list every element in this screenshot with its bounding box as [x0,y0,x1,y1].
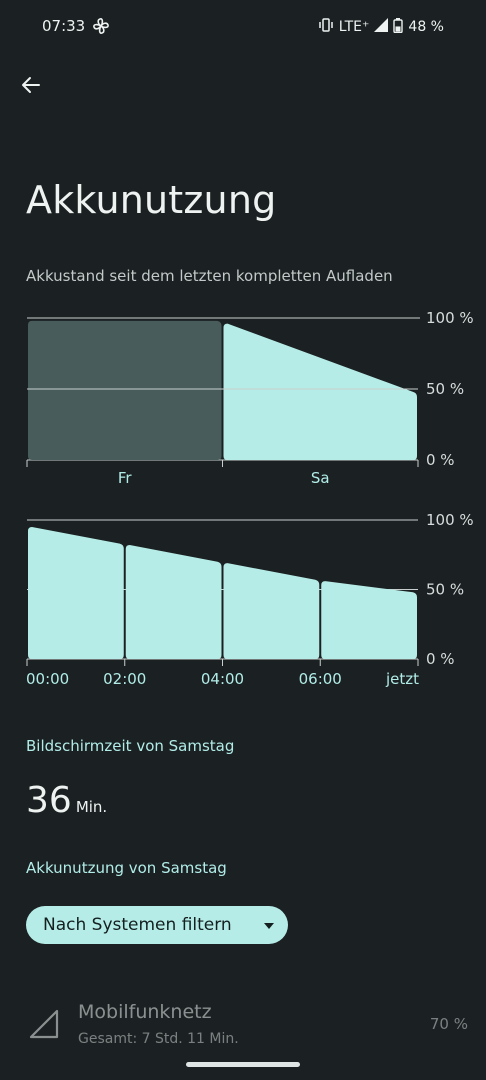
page-subtitle: Akkustand seit dem letzten kompletten Au… [26,267,393,285]
chart1-area [28,320,222,460]
chart2-y-tick-label: 0 % [426,650,455,668]
chart2-x-tick-label: jetzt [385,670,419,688]
screen-time-value: 36 Min. [26,780,107,821]
usage-item-name: Mobilfunknetz [78,1001,212,1023]
status-indicators: LTE⁺ 48 % [318,17,444,37]
chart2-bar [321,581,417,659]
chart1-x-tick-label: Sa [311,469,330,487]
chart2-x-tick-label: 06:00 [299,670,342,688]
page-title: Akkunutzung [26,178,277,222]
chart2-x-tick-label: 00:00 [26,670,69,688]
status-time: 07:33 [42,17,86,35]
chart1-x-tick-label: Fr [118,469,133,487]
chart1-area [223,323,417,460]
status-bar: 07:33 LTE⁺ 48 [0,0,486,56]
chart2-bar [223,563,320,659]
battery-level-days-chart[interactable]: 100 % 50 % 0 % Fr Sa [0,306,486,496]
signal-icon [374,18,389,36]
back-button[interactable] [18,72,44,98]
network-type: LTE⁺ [338,19,370,35]
usage-list-item[interactable]: Mobilfunknetz Gesamt: 7 Std. 11 Min. 70 … [0,995,486,1059]
usage-item-percent: 70 % [429,1015,468,1033]
dropdown-arrow-icon [264,923,274,929]
cellular-signal-icon [28,1008,60,1044]
vibrate-icon [318,18,334,36]
chart2-bar [125,545,222,659]
gesture-navigation-bar[interactable] [186,1062,300,1067]
chart1-y-tick-label: 50 % [426,380,464,398]
battery-percent: 48 % [408,19,444,35]
usage-heading: Akkunutzung von Samstag [26,859,227,877]
chart2-y-tick-label: 50 % [426,581,464,599]
arrow-back-icon [22,77,40,93]
battery-icon [393,17,404,37]
usage-item-detail: Gesamt: 7 Std. 11 Min. [78,1031,239,1047]
fan-icon [92,17,110,39]
chart2-x-tick-label: 02:00 [103,670,146,688]
chart1-y-tick-label: 100 % [426,309,474,327]
chart2-y-tick-label: 100 % [426,511,474,529]
screen-time-number: 36 [26,780,72,821]
chart2-bar [28,526,124,659]
chart2-x-tick-label: 04:00 [201,670,244,688]
filter-dropdown[interactable]: Nach Systemen filtern [26,906,288,944]
screen-time-unit: Min. [75,798,108,816]
battery-level-hours-chart[interactable]: 100 % 50 % 0 % 00:00 02:00 04:00 06:00 jetzt [0,508,486,698]
screen-time-heading: Bildschirmzeit von Samstag [26,737,235,755]
filter-label: Nach Systemen filtern [43,915,232,935]
chart1-y-tick-label: 0 % [426,451,455,469]
